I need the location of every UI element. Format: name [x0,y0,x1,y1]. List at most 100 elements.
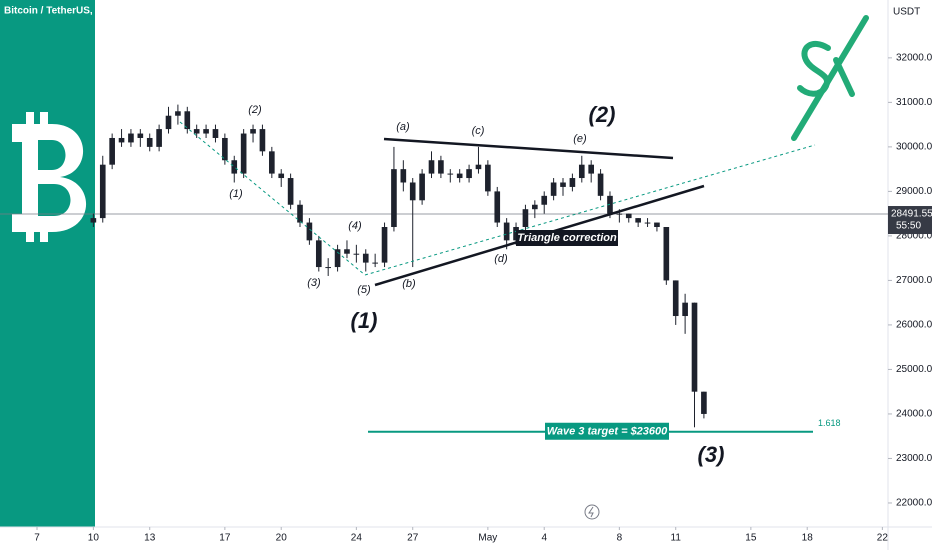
candle-body [522,209,529,228]
candle-body [644,222,651,224]
y-tick-label: 27000.00 [896,275,932,286]
candle-body [663,227,670,281]
x-tick-label: 11 [671,533,682,544]
wave-label: (c) [472,125,485,137]
candle-body [503,222,510,241]
candle-body [475,164,482,170]
candle-body [672,280,679,317]
candle-body [456,173,463,179]
currency-label: USDT [893,7,920,18]
candle-body [175,111,181,116]
candle-body [400,169,407,183]
candle-body [569,178,576,187]
wave-label: (4) [348,220,362,232]
candle-body [550,182,557,196]
y-tick-label: 31000.00 [896,97,932,108]
candle-body [306,222,313,241]
wave-label: (d) [494,253,508,265]
candle-body [372,262,378,264]
candle-body [90,218,97,223]
candle-body [325,267,332,269]
chart-title: Bitcoin / TetherUS, 4h, BINANCE [4,6,159,17]
candle-body [315,240,322,268]
y-tick-label: 26000.00 [896,320,932,331]
wave-degree-label: (2) [589,102,616,127]
candle-body [409,182,416,201]
y-tick-label: 28000.00 [896,231,932,242]
candle-body [381,227,388,263]
bitcoin-logo [12,112,87,242]
last-price-label: 28491.55 [891,209,932,220]
candle-body [578,164,585,179]
candle-body [99,164,106,219]
wave-label: (5) [357,284,371,296]
candle-body [625,213,632,219]
candle-body [635,218,641,223]
candle-body [541,195,548,205]
y-tick-label: 32000.00 [896,53,932,64]
wave-degree-label: (1) [351,308,378,333]
candle-body [231,160,238,174]
candle-body [269,151,275,174]
triangle-label: Triangle correction [517,232,617,244]
candle-body [259,129,266,152]
candle-body [701,391,707,414]
candle-body [240,133,247,174]
candle-body [588,164,595,174]
candle-body [344,249,350,254]
dashed-trend [364,144,816,276]
candle-body [203,129,209,134]
y-tick-label: 23000.00 [896,453,932,464]
candle-body [419,173,425,201]
candle-body [494,191,501,223]
target-label: Wave 3 target = $23600 [547,426,668,438]
candle-body [362,253,369,263]
countdown-label: 55:50 [896,221,921,232]
wave-label: (3) [307,277,321,289]
candle-body [616,213,623,215]
candle-body [212,129,219,138]
logo-panel [0,0,95,527]
replay-icon[interactable] [584,504,600,520]
sx-logo [791,15,869,141]
y-tick-label: 24000.00 [896,409,932,420]
candle-body [137,133,144,138]
wave-label: (e) [573,133,587,145]
candle-body [118,137,125,143]
candle-body [447,173,454,175]
candle-body [532,204,538,210]
x-tick-label: 4 [541,533,547,544]
candle-body [654,222,660,228]
wave-label: (1) [229,188,243,200]
last-price-box [888,206,932,235]
wave-degree-label: (3) [698,442,725,467]
y-tick-label: 25000.00 [896,364,932,375]
x-tick-label: 20 [276,533,288,544]
candle-body [438,160,444,174]
candle-body [466,169,472,179]
candle-body [485,164,491,192]
candle-body [353,253,360,255]
target-box [545,422,669,440]
candle-body [682,302,688,317]
x-tick-label: May [478,533,497,544]
target-ratio: 1.618 [818,418,841,428]
x-tick-label: 18 [802,533,814,544]
candle-body [334,249,341,268]
wave-label: (a) [396,121,410,133]
candle-body [128,133,134,143]
x-tick-label: 10 [88,533,100,544]
candle-body [250,129,256,134]
candle-body [184,111,191,130]
x-tick-label: 22 [877,533,889,544]
candle-body [597,173,604,196]
candle-body [109,137,115,165]
candle-body [287,178,294,205]
y-tick-label: 30000.00 [896,142,932,153]
x-tick-label: 27 [407,533,419,544]
candle-body [278,173,285,179]
candle-body [691,302,698,392]
dashed-trend [179,121,366,276]
x-tick-label: 7 [34,533,40,544]
